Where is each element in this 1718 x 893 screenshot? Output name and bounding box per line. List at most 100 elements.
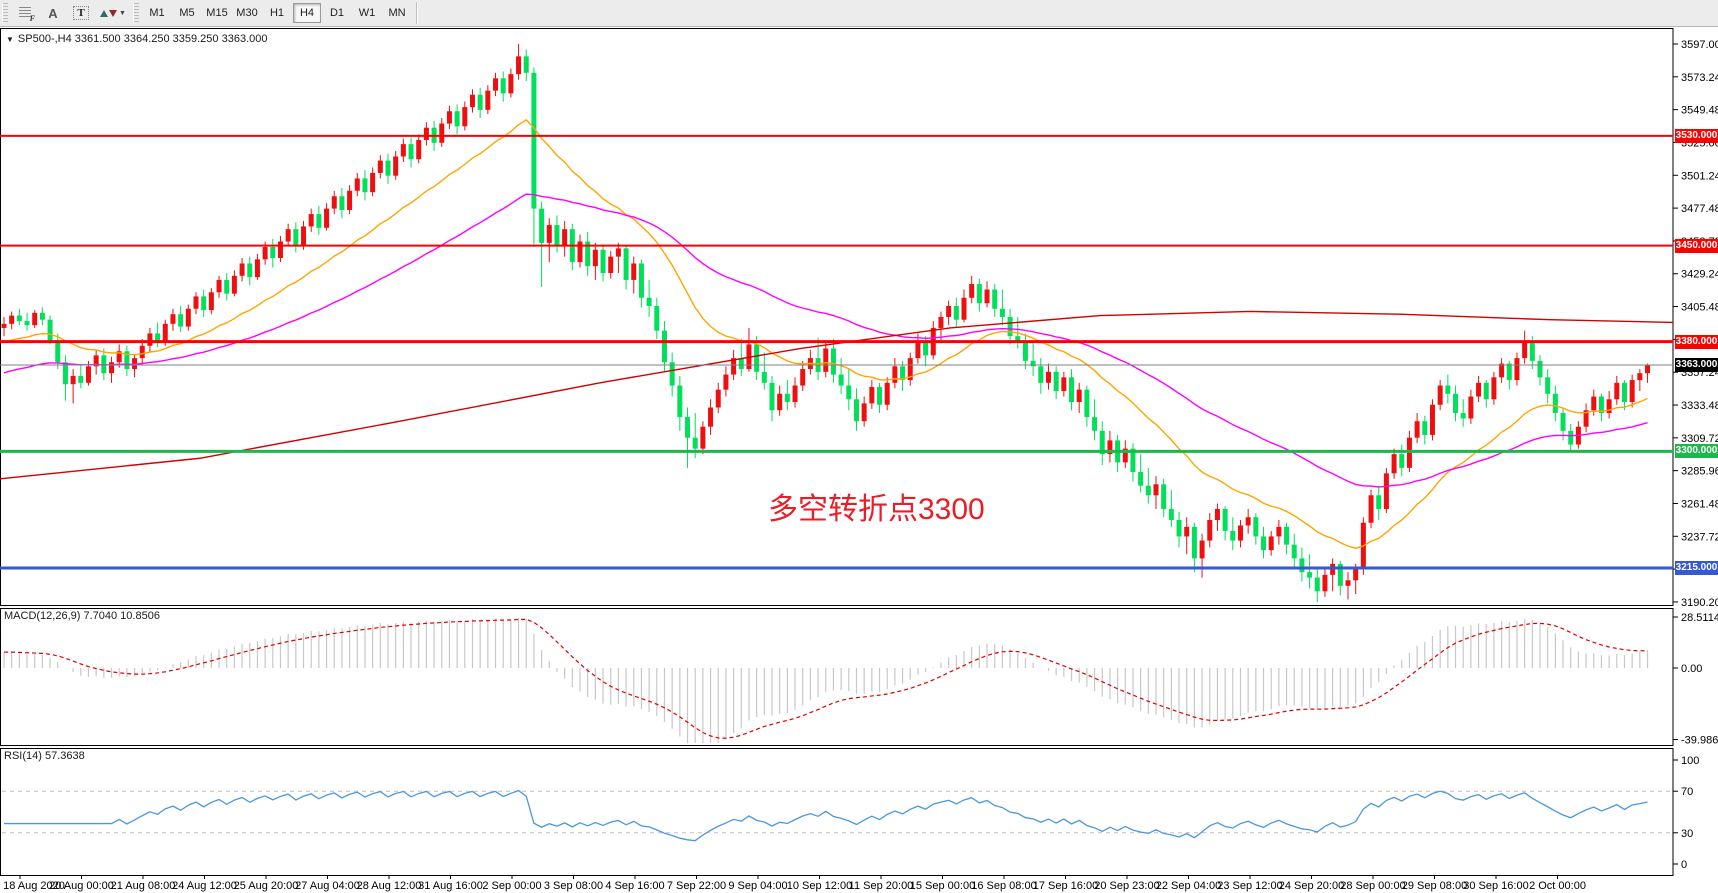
candle-body [1629, 380, 1635, 403]
candle-body [339, 196, 345, 210]
candle-body [1015, 336, 1021, 342]
candle-body [592, 249, 598, 267]
candle-body [1376, 495, 1382, 510]
timeframe-button-w1[interactable]: W1 [353, 3, 381, 23]
candle-body [915, 341, 921, 359]
candle-body [1591, 396, 1597, 411]
candle-body [992, 289, 998, 309]
candle-body [24, 321, 30, 326]
time-tick-label: 9 Sep 04:00 [728, 880, 787, 892]
candle-body [331, 196, 337, 209]
candle-body [1253, 517, 1259, 537]
timeframe-group: M1 M5 M15 M30 H1 H4 D1 W1 MN [142, 3, 412, 23]
candle-body [777, 393, 783, 411]
timeframe-button-h1[interactable]: H1 [263, 3, 291, 23]
price-tick-label: 3405.480 [1681, 302, 1718, 314]
toolbar-grip2[interactable] [133, 3, 139, 23]
candle-body [1207, 519, 1213, 541]
candle-body [892, 366, 898, 383]
candle-body [923, 341, 929, 356]
candle-body [846, 385, 852, 400]
candle-body [1092, 417, 1098, 431]
candle-body [1637, 373, 1643, 381]
price-tick-label: 3573.240 [1681, 72, 1718, 84]
timeframe-button-mn[interactable]: MN [383, 3, 411, 23]
candle-body [1445, 385, 1451, 394]
candle-body [1545, 377, 1551, 394]
toolbar-separator [416, 2, 418, 24]
current-price-badge: 3363.000 [1675, 357, 1718, 372]
candle-body [62, 362, 68, 385]
time-tick-label: 11 Sep 20:00 [849, 880, 914, 892]
candle-body [362, 178, 368, 193]
time-tick-label: 22 Sep 04:00 [1156, 880, 1221, 892]
candle-body [1322, 574, 1328, 592]
candle-body [999, 308, 1005, 317]
time-tick-label: 20 Aug 00:00 [49, 880, 114, 892]
price-tick-label: 3237.720 [1681, 531, 1718, 543]
text-label-tool-button[interactable]: A [40, 3, 66, 23]
candle-body [1598, 396, 1604, 413]
chart-dropdown-icon[interactable]: ▼ [6, 35, 14, 44]
price-tick-label: 3597.000 [1681, 39, 1718, 51]
candle-body [1391, 454, 1397, 474]
time-tick-label: 4 Sep 16:00 [605, 880, 664, 892]
candle-body [884, 382, 890, 405]
candle-body [293, 229, 299, 246]
arrow-objects-tool-button[interactable]: ▼ [96, 3, 130, 23]
rsi-tick-label: 30 [1681, 828, 1693, 840]
candle-body [446, 111, 452, 124]
timeframe-button-m1[interactable]: M1 [143, 3, 171, 23]
candle-body [1307, 572, 1313, 578]
candle-body [454, 111, 460, 127]
candle-body [1453, 393, 1459, 413]
time-tick-label: 21 Aug 08:00 [111, 880, 176, 892]
candle-body [830, 348, 836, 375]
candle-body [731, 358, 737, 375]
candle-body [1222, 509, 1228, 531]
candle-body [208, 292, 214, 311]
candle-body [692, 437, 698, 449]
level-badge-3450: 3450.000 [1675, 238, 1718, 253]
time-tick-label: 23 Sep 12:00 [1217, 880, 1282, 892]
candle-body [1122, 448, 1128, 463]
candle-body [1237, 525, 1243, 541]
candle-body [1076, 389, 1082, 403]
candle-body [907, 358, 913, 381]
candle-body [254, 259, 260, 278]
fibonacci-retracement-tool-button[interactable]: F [12, 3, 38, 23]
timeframe-button-d1[interactable]: D1 [323, 3, 351, 23]
timeframe-button-m15[interactable]: M15 [203, 3, 231, 23]
timeframe-button-h4[interactable]: H4 [293, 3, 321, 23]
candle-body [377, 160, 383, 173]
price-tick-label: 3549.480 [1681, 105, 1718, 117]
chart-title-text: SP500-,H4 3361.500 3364.250 3359.250 336… [17, 33, 268, 45]
dropdown-caret-icon: ▼ [119, 9, 126, 17]
candle-body [239, 263, 245, 276]
macd-pane-frame [0, 608, 1674, 746]
candle-body [324, 208, 330, 228]
candle-body [1299, 558, 1305, 573]
candle-body [1030, 360, 1036, 367]
timeframe-button-m5[interactable]: M5 [173, 3, 201, 23]
candle-body [1537, 360, 1543, 378]
macd-tick-label: 28.5114 [1681, 612, 1718, 624]
time-tick-label: 29 Sep 08:00 [1402, 880, 1467, 892]
time-tick-label: 7 Sep 22:00 [667, 880, 726, 892]
candle-body [1468, 396, 1474, 419]
toolbar-grip[interactable] [2, 3, 8, 23]
candle-body [1176, 519, 1182, 537]
candle-body [1476, 382, 1482, 397]
time-tick-label: 17 Sep 16:00 [1033, 880, 1098, 892]
candle-body [1191, 526, 1197, 559]
chart-annotation-text[interactable]: 多空转折点3300 [768, 493, 985, 526]
candle-body [661, 330, 667, 363]
candle-body [1368, 495, 1374, 523]
candle-body [738, 358, 744, 370]
candle-body [546, 225, 552, 243]
text-tool-button[interactable]: T [68, 3, 94, 23]
candle-body [1645, 364, 1651, 374]
time-tick-label: 15 Sep 00:00 [910, 880, 975, 892]
timeframe-button-m30[interactable]: M30 [233, 3, 261, 23]
